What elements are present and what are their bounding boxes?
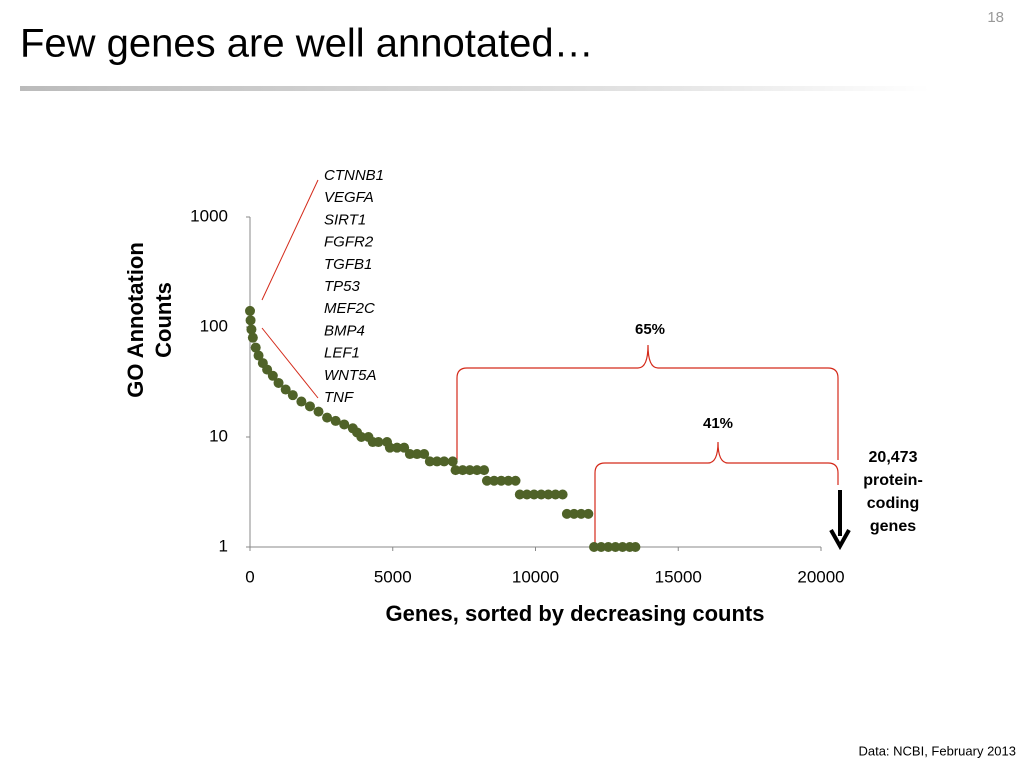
point [245, 305, 255, 316]
total-label: genes [870, 518, 916, 535]
point [603, 542, 614, 552]
point [630, 542, 641, 552]
point [569, 508, 580, 519]
gene-name: LEF1 [324, 345, 360, 362]
callout-line [261, 327, 319, 399]
gene-name: TP53 [324, 278, 361, 295]
point [439, 456, 450, 467]
point [384, 442, 395, 453]
point [489, 475, 500, 486]
point [399, 442, 410, 453]
point [280, 384, 291, 395]
point [481, 475, 492, 486]
point [253, 350, 264, 361]
point [583, 508, 594, 519]
y-tick-label: 1000 [190, 206, 228, 225]
point [479, 465, 490, 476]
point [412, 449, 423, 460]
point [596, 542, 607, 552]
brace-41 [594, 441, 839, 545]
gene-name: TNF [324, 389, 354, 406]
point [339, 419, 350, 430]
gene-name: MEF2C [324, 300, 375, 317]
point [464, 465, 475, 476]
point [610, 542, 621, 552]
point [521, 489, 532, 500]
point [287, 390, 298, 401]
point [247, 332, 258, 343]
point [322, 412, 333, 423]
point [246, 324, 257, 335]
gene-name: CTNNB1 [324, 167, 384, 184]
point [245, 315, 256, 326]
point [589, 542, 600, 552]
point [330, 415, 341, 426]
point [514, 489, 525, 500]
arrow-head [829, 529, 851, 551]
point [392, 442, 403, 453]
point [432, 456, 443, 467]
point [450, 465, 461, 476]
y-axis-title-line: GO Annotation [123, 242, 148, 398]
page-number: 18 [987, 9, 1004, 26]
x-tick-label: 15000 [655, 567, 702, 586]
gene-name: FGFR2 [324, 234, 374, 251]
point [457, 465, 468, 476]
point [557, 489, 568, 500]
gene-name: VEGFA [324, 189, 374, 206]
title-underline [20, 86, 930, 91]
annotation: 41% [703, 415, 733, 432]
point [267, 370, 278, 381]
point [373, 437, 384, 448]
point [471, 465, 482, 476]
source-note: Data: NCBI, February 2013 [858, 743, 1016, 758]
point [510, 475, 521, 486]
gene-name: BMP4 [324, 322, 365, 339]
annotation: 65% [635, 321, 665, 338]
point [419, 449, 430, 460]
x-tick-label: 0 [245, 567, 254, 586]
point [536, 489, 547, 500]
point [550, 489, 561, 500]
point [273, 377, 284, 388]
y-tick-label: 100 [200, 316, 228, 335]
brace-65 [456, 344, 839, 460]
total-label: protein- [863, 472, 923, 489]
point [304, 401, 315, 412]
y-axis-title: GO Annotation Counts [123, 242, 176, 398]
gene-name: TGFB1 [324, 256, 372, 273]
point [503, 475, 514, 486]
x-tick-label: 5000 [374, 567, 412, 586]
slide-title: Few genes are well annotated… [20, 22, 594, 66]
x-tick-label: 20000 [797, 567, 844, 586]
point [543, 489, 554, 500]
point [356, 432, 367, 442]
point [576, 508, 587, 519]
point [529, 489, 540, 500]
x-axis-title: Genes, sorted by decreasing counts [385, 601, 764, 626]
callout-line [261, 179, 319, 301]
x-tick-label: 10000 [512, 567, 559, 586]
y-axis-title-line: Counts [151, 282, 176, 358]
point [296, 396, 307, 407]
y-tick-label: 10 [209, 426, 228, 445]
total-label: coding [867, 495, 919, 512]
point [404, 449, 415, 460]
y-tick-label: 1 [219, 536, 228, 555]
point [313, 406, 324, 417]
point [617, 542, 628, 552]
point [250, 342, 261, 353]
point [561, 508, 572, 519]
point [447, 456, 458, 467]
gene-name: SIRT1 [324, 211, 366, 228]
gene-name: WNT5A [324, 367, 377, 384]
point [424, 456, 435, 467]
point [496, 475, 507, 486]
total-label: 20,473 [869, 449, 918, 466]
